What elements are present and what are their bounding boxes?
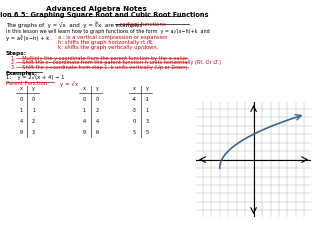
Text: The graphs of  y = √x  and  y = ∛x  are examples: The graphs of y = √x and y = ∛x are exam… — [6, 22, 142, 28]
Text: 4: 4 — [20, 119, 23, 124]
Text: 6: 6 — [95, 130, 99, 135]
Text: y = a∛(x−h) + k .: y = a∛(x−h) + k . — [6, 35, 52, 41]
Text: 2.    Shift the x –coordinate from the parent function h units horizontally (Rt.: 2. Shift the x –coordinate from the pare… — [11, 60, 221, 66]
Text: 3: 3 — [145, 119, 148, 124]
Text: k: shifts the graph vertically up/down.: k: shifts the graph vertically up/down. — [58, 45, 158, 50]
Text: 4: 4 — [95, 119, 99, 124]
Text: 9: 9 — [20, 130, 23, 135]
Text: y: y — [146, 86, 148, 91]
Text: h: shifts the graph horizontally rt./lt.: h: shifts the graph horizontally rt./lt. — [58, 40, 154, 45]
Text: 1.    y = 2√(x + 4) − 1: 1. y = 2√(x + 4) − 1 — [6, 75, 64, 80]
Text: 4: 4 — [83, 119, 86, 124]
Text: 0: 0 — [20, 97, 23, 102]
Text: x: x — [133, 86, 136, 91]
Text: 1: 1 — [32, 108, 35, 113]
Text: y: y — [32, 86, 35, 91]
Text: Section 6.5: Graphing Square Root and Cubic Root Functions: Section 6.5: Graphing Square Root and Cu… — [0, 12, 208, 18]
Text: 1.    Multiply the y-coordinate from the parent function by the a-value.: 1. Multiply the y-coordinate from the pa… — [11, 56, 188, 61]
Text: Advanced Algebra Notes: Advanced Algebra Notes — [46, 6, 146, 12]
Text: a : is a vertical compression or expansion: a : is a vertical compression or expansi… — [58, 35, 167, 40]
Text: Parent Function:: Parent Function: — [6, 81, 49, 86]
Text: 5: 5 — [145, 130, 148, 135]
Text: 1: 1 — [83, 108, 86, 113]
Text: -4: -4 — [132, 97, 137, 102]
Text: 2: 2 — [32, 119, 35, 124]
Text: y = √x: y = √x — [60, 81, 78, 87]
Text: 3.    Shift the y-coordinate from step 1, k units vertically (Up or Down).: 3. Shift the y-coordinate from step 1, k… — [11, 65, 188, 70]
Text: 0: 0 — [83, 97, 86, 102]
Text: -3: -3 — [132, 108, 137, 113]
Text: radical functions: radical functions — [120, 22, 166, 27]
Text: Steps:: Steps: — [6, 51, 27, 56]
Text: 0: 0 — [133, 119, 136, 124]
Text: y: y — [96, 86, 98, 91]
Text: 1: 1 — [20, 108, 23, 113]
Text: 2: 2 — [95, 108, 99, 113]
Text: 0: 0 — [32, 97, 35, 102]
Text: 1: 1 — [145, 108, 148, 113]
Text: .: . — [189, 22, 191, 27]
Text: 3: 3 — [32, 130, 35, 135]
Text: x: x — [83, 86, 86, 91]
Text: 9: 9 — [83, 130, 86, 135]
Text: 5: 5 — [133, 130, 136, 135]
Text: x: x — [20, 86, 22, 91]
Text: 0: 0 — [95, 97, 99, 102]
Text: In this lesson we will learn how to graph functions of the form  y = a√(x−h)+k  : In this lesson we will learn how to grap… — [6, 29, 210, 34]
Text: -1: -1 — [144, 97, 149, 102]
Text: Examples:: Examples: — [6, 71, 38, 76]
